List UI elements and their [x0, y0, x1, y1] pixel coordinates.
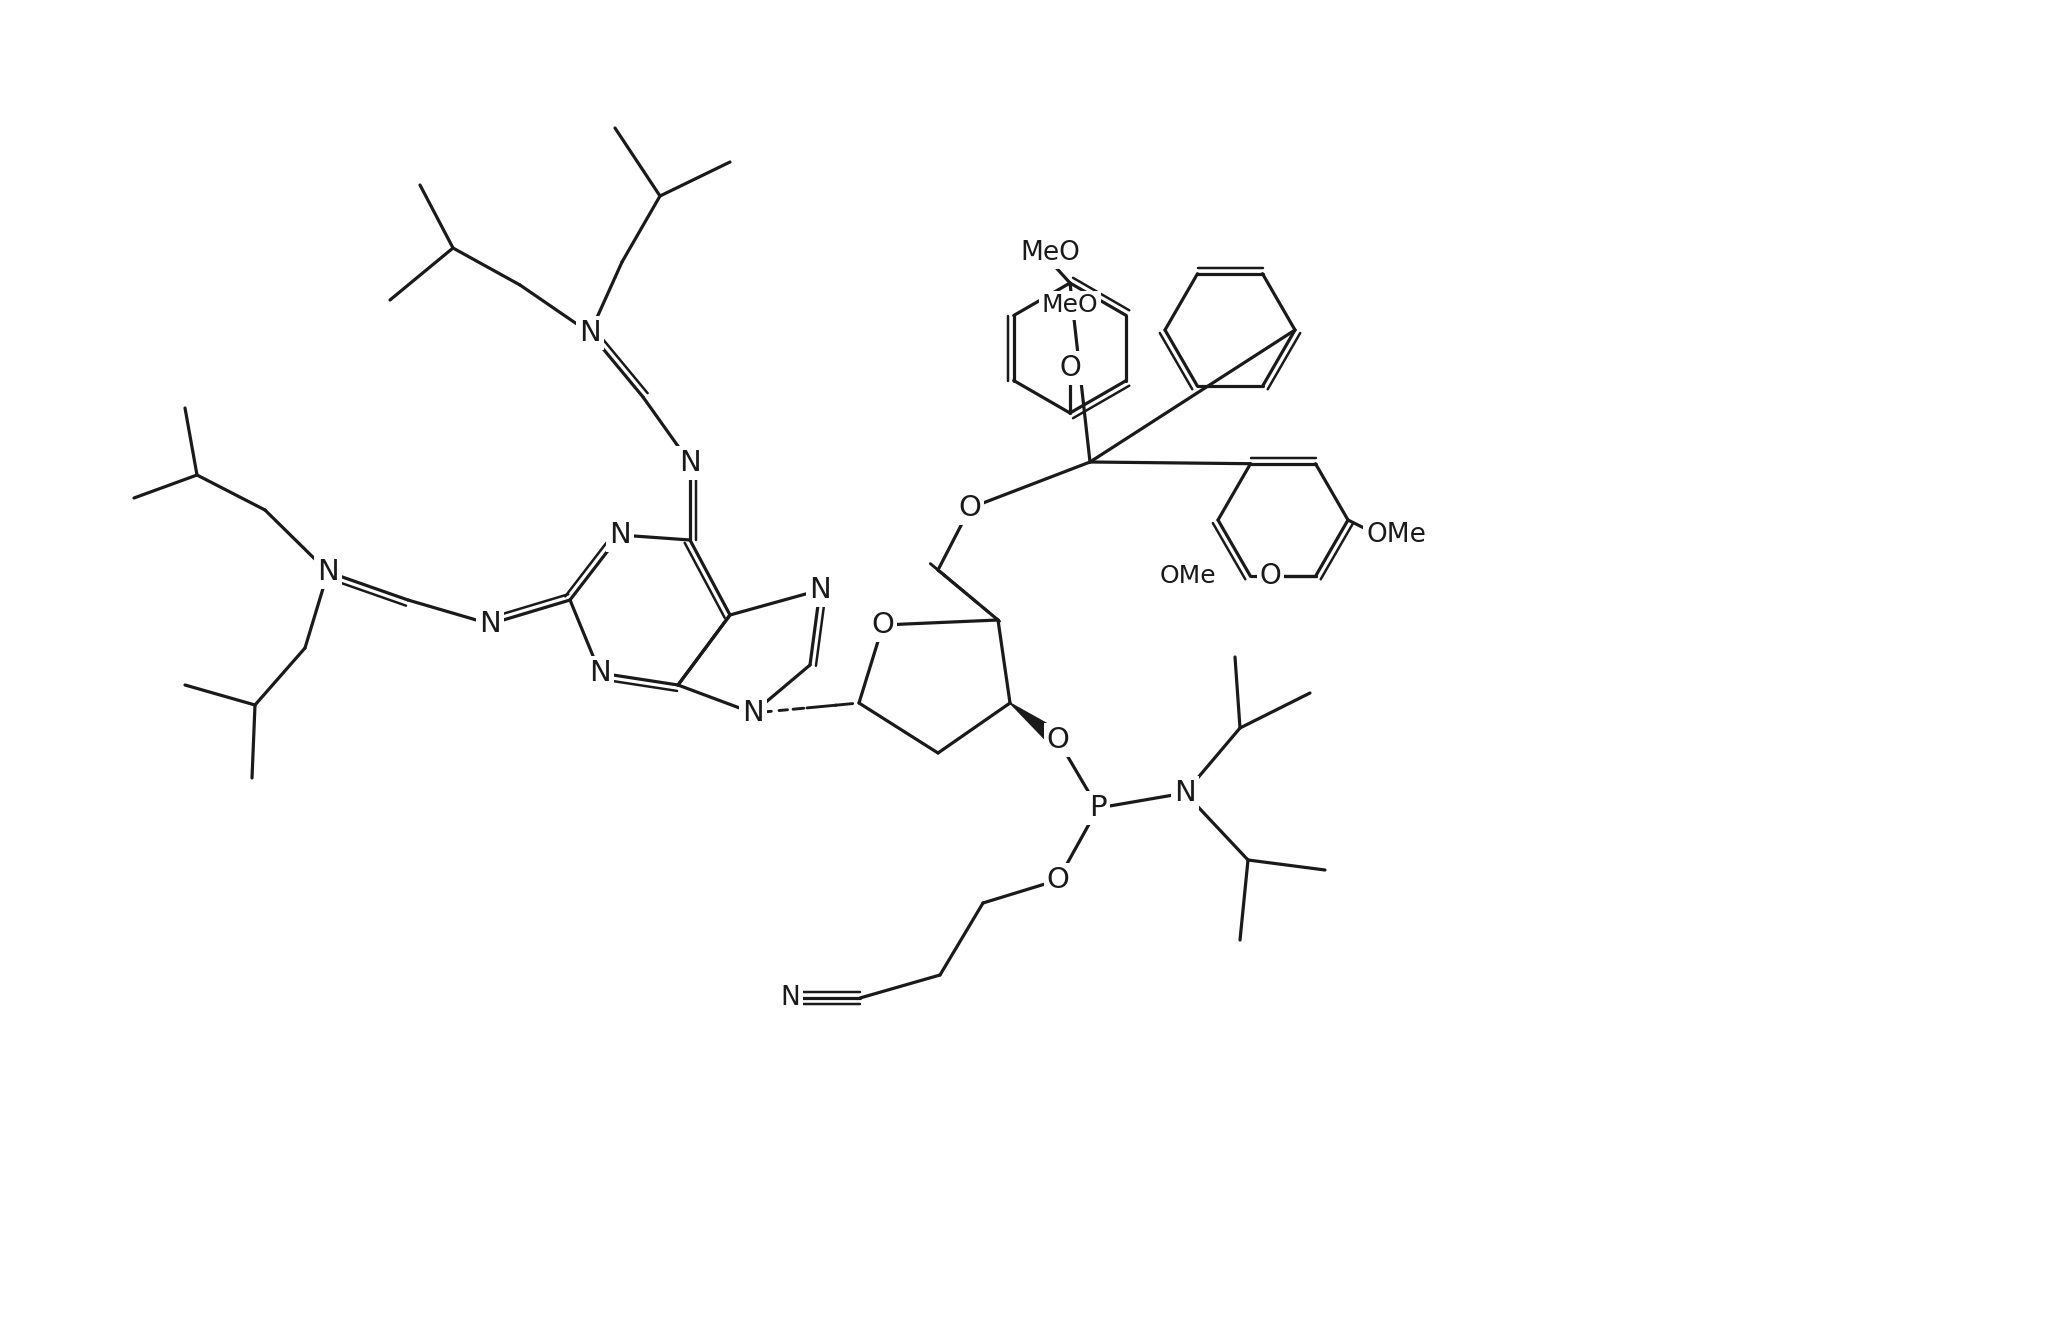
Text: N: N	[1174, 778, 1195, 808]
Text: MeO: MeO	[1041, 293, 1099, 317]
Text: N: N	[679, 450, 702, 477]
Text: N: N	[610, 521, 630, 549]
Text: N: N	[579, 320, 602, 347]
Text: O: O	[1060, 354, 1080, 382]
Text: N: N	[780, 985, 800, 1010]
Text: P: P	[1088, 794, 1107, 822]
Polygon shape	[1011, 703, 1064, 747]
Text: N: N	[808, 575, 831, 605]
Text: OMe: OMe	[1367, 522, 1426, 548]
Text: OMe: OMe	[1160, 565, 1215, 589]
Text: O: O	[1260, 562, 1281, 590]
Text: N: N	[479, 610, 501, 638]
Text: N: N	[589, 659, 612, 687]
Text: MeO: MeO	[1021, 240, 1080, 267]
Text: O: O	[960, 495, 982, 522]
Text: O: O	[1048, 866, 1070, 894]
Text: O: O	[872, 611, 894, 639]
Text: O: O	[1048, 727, 1070, 754]
Text: N: N	[743, 699, 763, 727]
Text: N: N	[317, 558, 340, 586]
